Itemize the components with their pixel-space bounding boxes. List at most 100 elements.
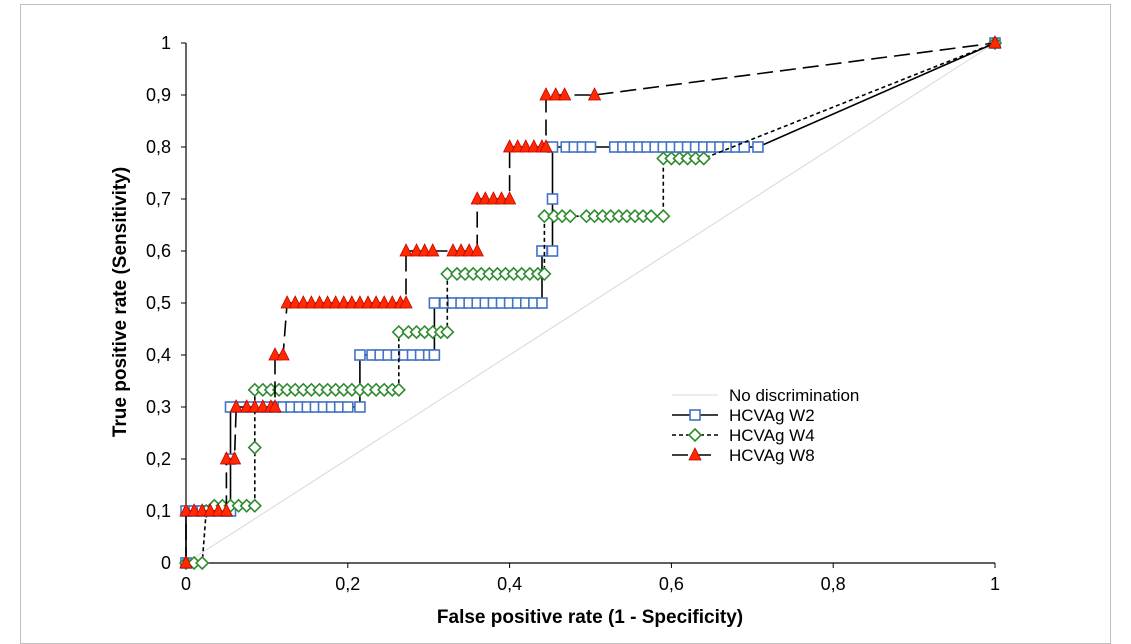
data-point bbox=[354, 349, 366, 361]
y-tick-label: 0,7 bbox=[146, 189, 171, 209]
data-point bbox=[696, 151, 711, 166]
data-point bbox=[537, 209, 552, 224]
axes: 0 0,1 0,2 0,3 0,4 0,5 0,6 0,7 0,8 0,9 1 0 0,2 0,4 0,6 0… bbox=[146, 33, 1000, 594]
data-point bbox=[440, 324, 455, 340]
series-line bbox=[185, 42, 996, 564]
series-hcvag-w8 bbox=[179, 35, 1002, 569]
data-point bbox=[494, 191, 509, 205]
series-layer bbox=[178, 35, 1003, 571]
data-point bbox=[399, 243, 413, 257]
data-point bbox=[644, 209, 659, 224]
data-point bbox=[195, 503, 209, 517]
data-point bbox=[584, 141, 597, 153]
legend-item: HCVAg W4 bbox=[672, 426, 815, 445]
data-point bbox=[268, 399, 282, 413]
x-tick-label: 1 bbox=[990, 574, 1000, 594]
y-tick-label: 0,6 bbox=[146, 241, 171, 261]
legend-marker bbox=[687, 427, 703, 443]
data-point bbox=[428, 297, 441, 309]
data-point bbox=[240, 399, 254, 413]
legend-item: HCVAg W2 bbox=[672, 406, 815, 425]
data-point bbox=[563, 209, 578, 224]
data-point bbox=[462, 243, 476, 257]
y-axis-title: True positive rate (Sensitivity) bbox=[110, 167, 131, 437]
data-point bbox=[409, 243, 424, 257]
legend-marker bbox=[688, 447, 702, 461]
data-point bbox=[329, 295, 343, 309]
data-point bbox=[391, 382, 406, 397]
roc-chart: 0 0,1 0,2 0,3 0,4 0,5 0,6 0,7 0,8 0,9 1 0 0,2 0,4 0,6 0… bbox=[110, 33, 1003, 628]
series-no-discrimination bbox=[185, 42, 996, 564]
data-point bbox=[312, 295, 327, 309]
data-point bbox=[229, 399, 243, 413]
data-point bbox=[440, 266, 455, 282]
data-point bbox=[446, 243, 460, 257]
data-point bbox=[268, 347, 282, 361]
data-point bbox=[428, 349, 441, 361]
data-point bbox=[539, 87, 553, 101]
data-point bbox=[454, 243, 468, 257]
data-point bbox=[247, 498, 262, 513]
y-tick-label: 0,4 bbox=[146, 345, 171, 365]
data-point bbox=[486, 191, 501, 205]
data-point bbox=[354, 401, 366, 413]
data-point bbox=[546, 245, 559, 257]
series-hcvag-w4 bbox=[178, 35, 1003, 571]
data-point bbox=[557, 87, 572, 101]
data-point bbox=[536, 297, 548, 309]
data-point bbox=[399, 295, 413, 309]
x-axis-title: False positive rate (1 - Specificity) bbox=[437, 607, 743, 628]
data-point bbox=[369, 295, 383, 309]
data-point bbox=[587, 87, 602, 101]
data-point bbox=[478, 191, 492, 205]
data-point bbox=[288, 295, 302, 309]
data-point bbox=[304, 295, 319, 309]
data-point bbox=[276, 347, 290, 361]
data-point bbox=[219, 503, 234, 517]
data-point bbox=[296, 295, 310, 309]
data-point bbox=[752, 141, 764, 153]
data-point bbox=[256, 399, 270, 413]
legend-marker bbox=[689, 409, 701, 421]
x-tick-label: 0,2 bbox=[335, 574, 360, 594]
y-tick-label: 0,1 bbox=[146, 501, 171, 521]
data-point bbox=[361, 295, 375, 309]
data-point bbox=[195, 555, 210, 571]
legend-label: HCVAg W8 bbox=[729, 446, 815, 465]
data-point bbox=[502, 139, 517, 153]
legend-label: HCVAg W2 bbox=[729, 406, 815, 425]
y-tick-label: 0 bbox=[161, 553, 171, 573]
legend-label: No discrimination bbox=[729, 386, 859, 405]
data-point bbox=[353, 295, 367, 309]
x-tick-label: 0,4 bbox=[497, 574, 522, 594]
y-tick-label: 0,3 bbox=[146, 397, 171, 417]
data-point bbox=[656, 209, 671, 224]
data-point bbox=[345, 295, 359, 309]
legend-item: No discrimination bbox=[672, 386, 859, 405]
data-point bbox=[549, 87, 563, 101]
data-point bbox=[527, 139, 541, 153]
data-point bbox=[470, 243, 484, 257]
data-point bbox=[470, 191, 484, 205]
data-point bbox=[203, 503, 217, 517]
data-point bbox=[219, 451, 234, 465]
data-point bbox=[247, 440, 262, 455]
data-point bbox=[391, 324, 406, 340]
data-point bbox=[988, 35, 1002, 49]
data-point bbox=[426, 243, 440, 257]
data-point bbox=[519, 139, 533, 153]
data-point bbox=[418, 243, 432, 257]
data-point bbox=[179, 555, 193, 569]
data-point bbox=[341, 401, 354, 413]
y-tick-label: 1 bbox=[161, 33, 171, 53]
legend-item: HCVAg W8 bbox=[672, 446, 815, 465]
data-point bbox=[337, 295, 351, 309]
data-point bbox=[211, 503, 226, 517]
y-tick-label: 0,2 bbox=[146, 449, 171, 469]
legend-label: HCVAg W4 bbox=[729, 426, 815, 445]
data-point bbox=[546, 193, 559, 205]
data-point bbox=[377, 295, 391, 309]
data-point bbox=[187, 503, 201, 517]
data-point bbox=[280, 295, 294, 309]
